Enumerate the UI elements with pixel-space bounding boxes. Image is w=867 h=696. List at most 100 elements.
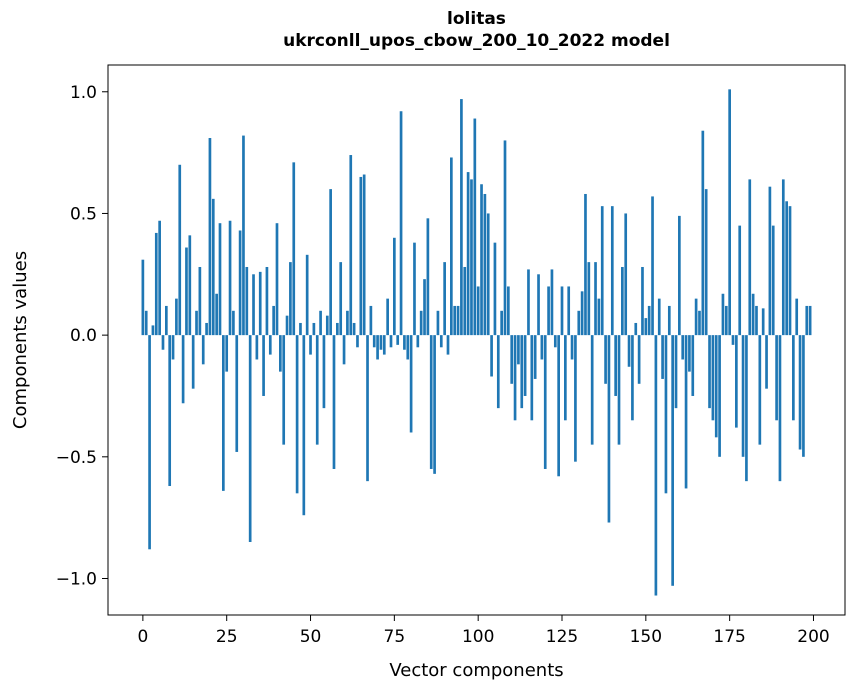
- bar: [403, 335, 406, 350]
- bar: [215, 293, 218, 336]
- bar: [359, 176, 363, 336]
- bar: [771, 225, 775, 336]
- bar: [379, 335, 383, 350]
- bar: [557, 335, 560, 477]
- bar: [389, 335, 393, 348]
- bar: [282, 335, 286, 445]
- bar: [309, 335, 312, 355]
- y-tick-label: 0.0: [70, 326, 97, 346]
- y-tick-label: −1.0: [56, 569, 97, 589]
- bar: [724, 305, 728, 336]
- bar: [587, 262, 591, 336]
- bar: [537, 274, 540, 336]
- bar: [302, 335, 306, 516]
- bar: [748, 179, 752, 336]
- bar: [564, 335, 567, 421]
- bar: [305, 254, 309, 336]
- bar: [165, 305, 168, 336]
- bar: [168, 335, 172, 487]
- bar: [691, 335, 695, 396]
- x-tick-label: 25: [216, 627, 238, 647]
- bar: [336, 322, 339, 336]
- bar: [292, 162, 296, 336]
- bar: [718, 335, 721, 457]
- bar: [299, 322, 302, 336]
- bar: [684, 335, 688, 489]
- bar: [248, 335, 252, 542]
- bar: [621, 266, 624, 336]
- bar: [252, 274, 255, 336]
- bar: [674, 335, 678, 409]
- bar: [476, 286, 480, 336]
- bar: [651, 196, 654, 336]
- bar: [382, 335, 386, 355]
- bar: [584, 193, 587, 336]
- bar: [543, 335, 547, 469]
- chart-title-line1: lolitas: [447, 9, 506, 29]
- bar: [265, 266, 269, 336]
- bar: [751, 293, 755, 336]
- bar: [678, 215, 681, 336]
- bar: [570, 335, 574, 360]
- bar: [349, 155, 353, 336]
- bar: [493, 242, 497, 336]
- bar: [617, 335, 621, 445]
- bar-series: [141, 89, 812, 596]
- bar: [805, 305, 809, 336]
- bar: [456, 305, 460, 336]
- bar: [530, 335, 534, 421]
- bar: [735, 335, 738, 428]
- bar: [778, 335, 782, 482]
- bar: [181, 335, 185, 404]
- y-tick-label: 0.5: [70, 204, 97, 224]
- bar: [755, 305, 758, 336]
- bar: [429, 335, 433, 469]
- y-tick-label: −0.5: [56, 448, 97, 468]
- bar: [775, 335, 778, 421]
- bar: [339, 262, 343, 336]
- bar: [188, 235, 192, 336]
- bar: [332, 335, 336, 469]
- bar: [423, 279, 426, 336]
- bar: [550, 269, 554, 336]
- bar: [567, 286, 571, 336]
- bar: [600, 206, 604, 336]
- bar: [426, 218, 430, 336]
- bar: [711, 335, 715, 421]
- bar: [413, 242, 416, 336]
- bar: [211, 198, 215, 336]
- bar: [205, 322, 208, 336]
- bar: [148, 335, 151, 550]
- bar: [279, 335, 282, 372]
- bar: [218, 223, 222, 336]
- bar: [161, 335, 165, 350]
- bar: [798, 335, 802, 450]
- bar: [701, 130, 705, 336]
- bar: [765, 335, 768, 389]
- bar: [232, 310, 235, 336]
- bar: [463, 266, 467, 336]
- bar: [376, 335, 379, 360]
- bar: [242, 135, 245, 336]
- x-tick-label: 125: [546, 627, 578, 647]
- bar: [694, 298, 698, 336]
- bar: [594, 262, 597, 336]
- bar: [315, 335, 319, 445]
- bar: [151, 325, 155, 336]
- bar: [527, 269, 530, 336]
- bar: [158, 220, 161, 336]
- bar: [761, 308, 765, 336]
- bar: [637, 335, 641, 384]
- bar: [624, 213, 628, 336]
- bar: [446, 335, 450, 355]
- bar: [708, 335, 711, 409]
- bar: [540, 335, 544, 360]
- bar: [714, 335, 718, 438]
- bar: [255, 335, 259, 360]
- bar: [346, 310, 349, 336]
- bar: [473, 118, 477, 336]
- bar: [667, 305, 671, 336]
- axis-ticks: 0 25 50 75 100 125 150 175 200 −1.0 −0.5 0.0 0.5 1.0: [56, 83, 830, 647]
- bar: [222, 335, 225, 491]
- bar: [574, 335, 577, 462]
